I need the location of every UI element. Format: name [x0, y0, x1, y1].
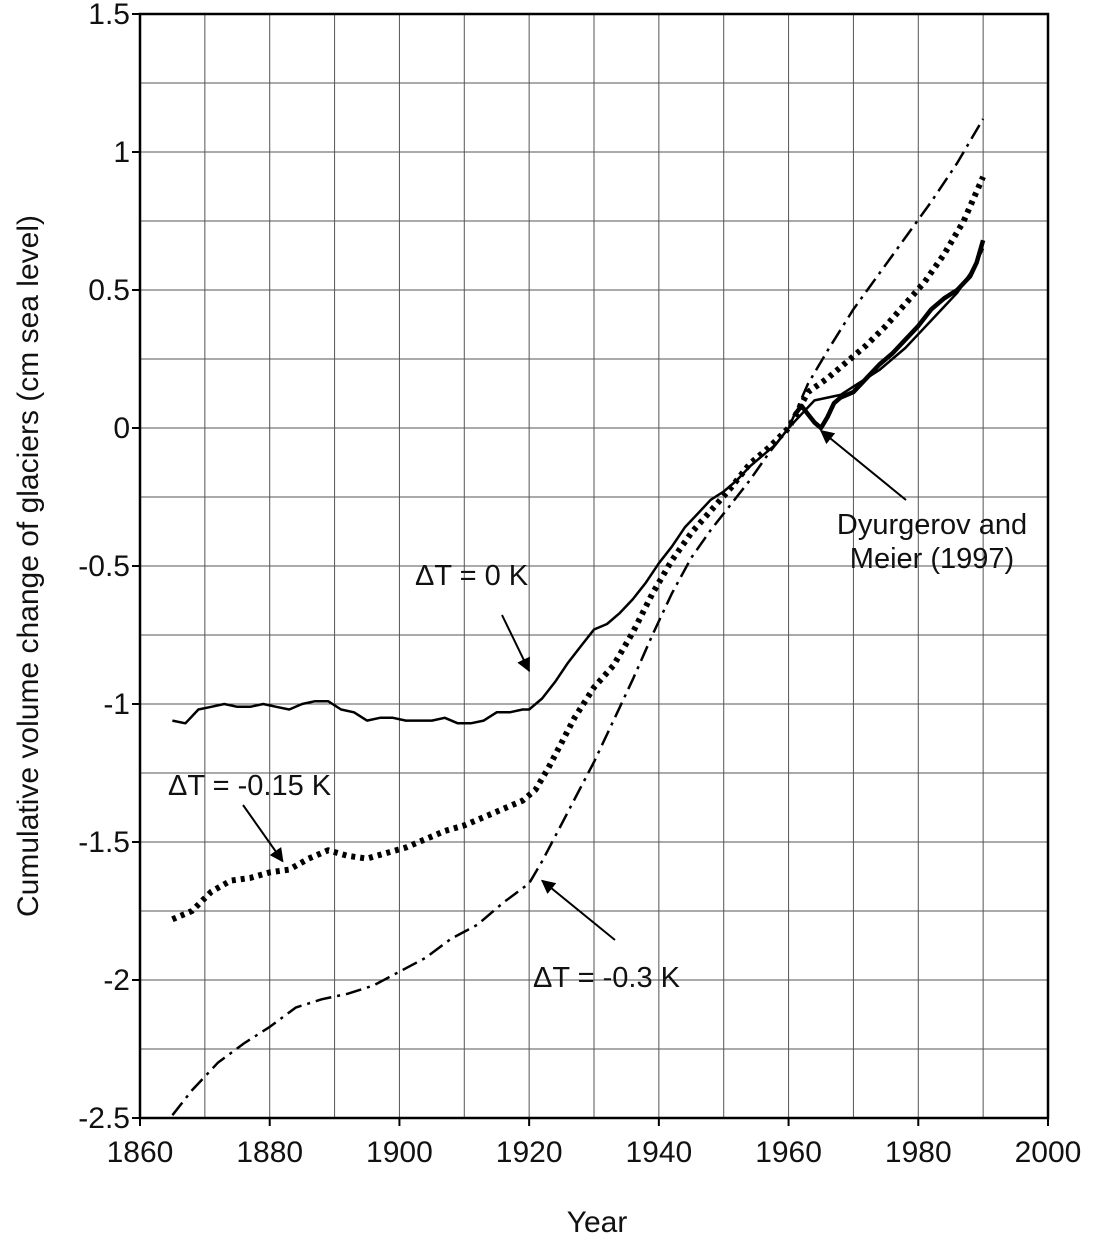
x-tick-label: 2000: [1015, 1136, 1082, 1169]
y-tick-label: 1.5: [88, 0, 130, 31]
series-line-3: [171, 118, 985, 1116]
series-line-2: [171, 175, 986, 923]
x-tick-label: 1880: [236, 1136, 303, 1169]
y-tick-label: -0.5: [78, 550, 130, 583]
y-tick-label: -2.5: [78, 1102, 130, 1135]
annotation-label-4: Dyurgerov and: [837, 509, 1027, 541]
annotation-arrow-2: [242, 804, 284, 863]
y-tick-label: -1.5: [78, 826, 130, 859]
axis-ticks: 1860 1880 1900 1920 1940 1960 1980 2000 -2.5 -2 -1…: [78, 0, 1081, 1169]
y-tick-label: -2: [103, 964, 130, 997]
series-line-1: [172, 248, 985, 725]
x-tick-label: 1900: [366, 1136, 433, 1169]
x-tick-label: 1960: [755, 1136, 822, 1169]
y-axis-title: Cumulative volume change of glaciers (cm…: [12, 215, 45, 917]
x-tick-label: 1860: [107, 1136, 174, 1169]
annotation-label-4: Meier (1997): [850, 543, 1014, 575]
annotation-arrow-3: [541, 879, 616, 941]
series-line-4: [793, 239, 986, 431]
y-tick-label: 0.5: [88, 274, 130, 307]
y-tick-label: -1: [103, 688, 130, 721]
x-tick-label: 1940: [625, 1136, 692, 1169]
annotation-label-1: ΔT = 0 K: [415, 560, 529, 592]
x-tick-label: 1980: [885, 1136, 952, 1169]
annotation-arrow-1: [501, 614, 531, 673]
y-tick-label: 0: [113, 412, 130, 445]
annotation-arrow-4: [819, 429, 907, 501]
annotation-label-2: ΔT = -0.15 K: [168, 770, 332, 802]
annotation-label-3: ΔT = -0.3 K: [533, 962, 681, 994]
series-lines: [171, 118, 986, 1116]
y-tick-label: 1: [113, 136, 130, 169]
x-axis-title: Year: [567, 1206, 628, 1238]
annotations: ΔT = 0 K ΔT = -0.15 K ΔT = -0.3 K Dyurgerov…: [168, 429, 1027, 994]
grid-lines: [140, 14, 1048, 1118]
x-tick-label: 1920: [496, 1136, 563, 1169]
